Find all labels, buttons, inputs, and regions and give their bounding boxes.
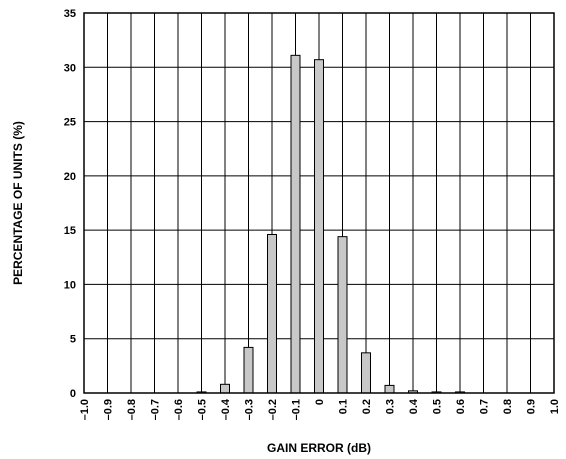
y-tick-label: 0 (70, 388, 76, 400)
x-tick-label: –0.3 (244, 399, 256, 420)
x-tick-label: –0.5 (197, 399, 209, 420)
x-tick-label: –0.6 (173, 399, 185, 420)
x-tick-label: 1.0 (549, 399, 561, 414)
y-tick-label: 30 (64, 62, 76, 74)
plot-frame (83, 12, 555, 394)
x-tick-label: 0.7 (479, 399, 491, 414)
y-tick-label: 5 (70, 334, 76, 346)
x-tick-label: –0.4 (220, 398, 232, 420)
x-tick-label: 0.8 (502, 399, 514, 414)
x-tick-label: 0.9 (526, 399, 538, 414)
bar-0.2 (361, 352, 371, 394)
y-tick-label: 20 (64, 171, 76, 183)
x-tick-label: –0.1 (291, 399, 303, 420)
x-tick-label: –0.8 (126, 399, 138, 420)
x-tick-label: –1.0 (79, 399, 91, 420)
y-tick-label: 25 (64, 117, 76, 129)
y-axis-title: PERCENTAGE OF UNITS (%) (11, 121, 25, 285)
x-tick-label: 0.5 (432, 399, 444, 414)
x-tick-label: 0.3 (385, 399, 397, 414)
x-tick-label: 0.2 (361, 399, 373, 414)
bar-0.1 (337, 236, 348, 394)
x-tick-label: –0.7 (150, 399, 162, 420)
y-tick-labels: 0 5 10 15 20 25 30 35 (64, 8, 76, 400)
bar--0.1 (290, 54, 301, 394)
bar--0.4 (220, 383, 230, 394)
bar-0 (314, 59, 324, 394)
x-tick-label: –0.9 (103, 399, 115, 420)
bar-0.3 (384, 384, 395, 394)
y-tick-label: 35 (64, 8, 76, 20)
y-tick-label: 15 (64, 225, 76, 237)
x-tick-label: –0.2 (267, 399, 279, 420)
bar--0.3 (243, 346, 254, 394)
x-tick-label: 0.4 (408, 398, 420, 414)
bar--0.2 (267, 233, 277, 394)
x-tick-label: 0 (314, 399, 326, 405)
bars (196, 54, 465, 394)
x-tick-label: 0.6 (455, 399, 467, 414)
x-tick-label: 0.1 (338, 399, 350, 414)
y-tick-label: 10 (64, 279, 76, 291)
x-tick-labels: –1.0 –0.9 –0.8 –0.7 –0.6 –0.5 –0.4 –0.3 –0.2 –0.1… (79, 398, 561, 420)
x-axis-title: GAIN ERROR (dB) (267, 441, 371, 455)
